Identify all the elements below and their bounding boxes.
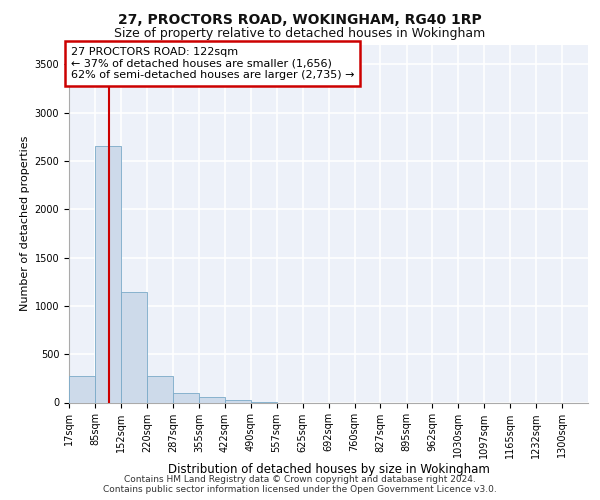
Bar	[173, 393, 199, 402]
Text: 27 PROCTORS ROAD: 122sqm
← 37% of detached houses are smaller (1,656)
62% of sem: 27 PROCTORS ROAD: 122sqm ← 37% of detach…	[71, 47, 355, 80]
Bar	[224, 400, 251, 402]
Bar	[95, 146, 121, 402]
Bar	[69, 376, 95, 402]
Text: 27, PROCTORS ROAD, WOKINGHAM, RG40 1RP: 27, PROCTORS ROAD, WOKINGHAM, RG40 1RP	[118, 12, 482, 26]
Bar	[147, 376, 173, 402]
Bar	[121, 292, 147, 403]
X-axis label: Distribution of detached houses by size in Wokingham: Distribution of detached houses by size …	[167, 464, 490, 476]
Text: Size of property relative to detached houses in Wokingham: Size of property relative to detached ho…	[115, 28, 485, 40]
Bar	[199, 397, 225, 402]
Text: Contains HM Land Registry data © Crown copyright and database right 2024.
Contai: Contains HM Land Registry data © Crown c…	[103, 474, 497, 494]
Y-axis label: Number of detached properties: Number of detached properties	[20, 136, 31, 312]
